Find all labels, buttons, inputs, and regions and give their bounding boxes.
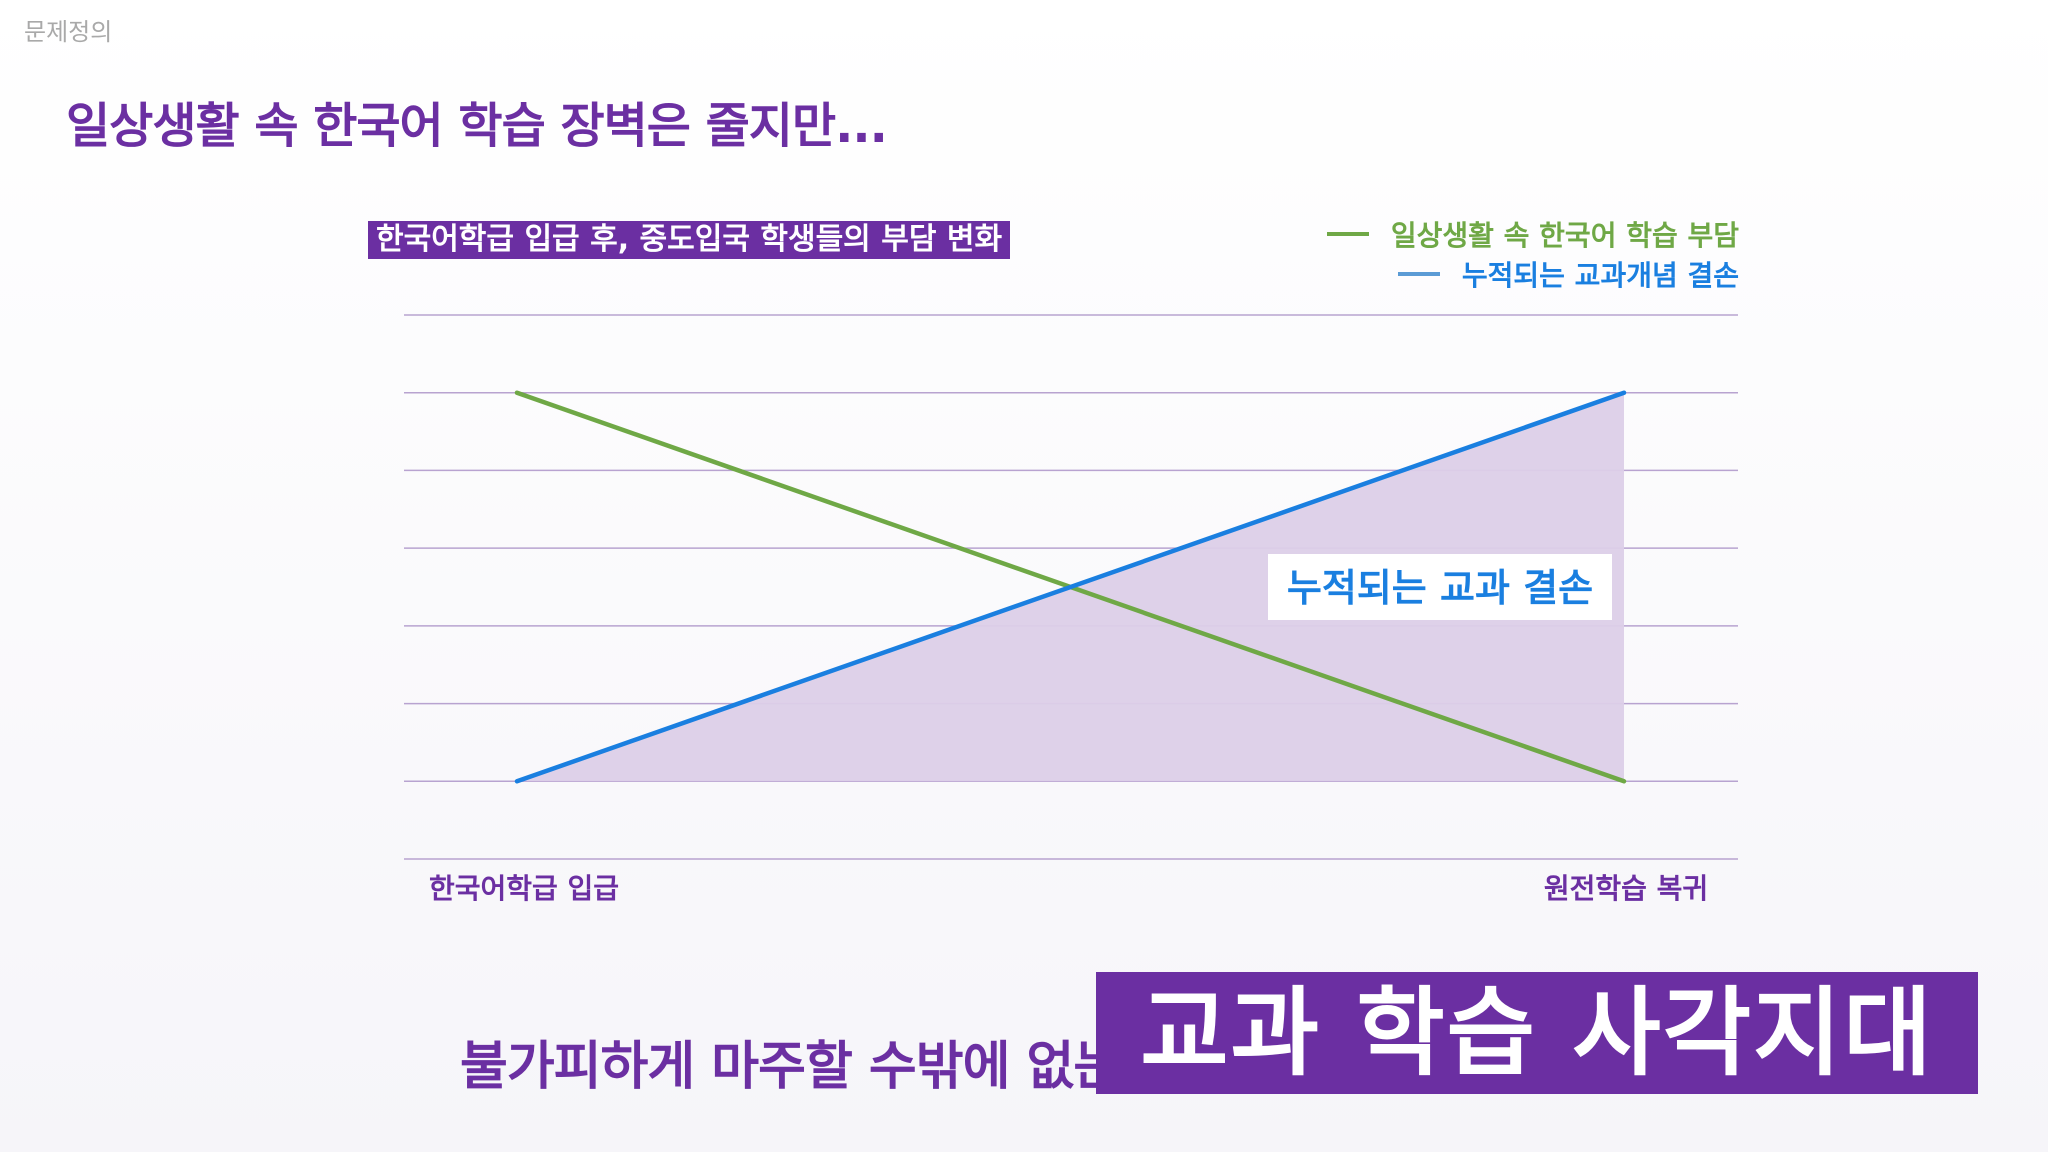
section-label: 문제정의 bbox=[24, 18, 113, 46]
legend-item-green: 일상생활 속 한국어 학습 부담 bbox=[1326, 214, 1739, 254]
legend-label-green: 일상생활 속 한국어 학습 부담 bbox=[1390, 219, 1739, 252]
annotation-label: 누적되는 교과 결손 bbox=[1287, 566, 1593, 610]
chart-legend: 일상생활 속 한국어 학습 부담 누적되는 교과개념 결손 bbox=[1326, 214, 1739, 294]
series-line-1 bbox=[514, 390, 1627, 784]
legend-swatch-blue bbox=[1397, 272, 1440, 276]
annotation-box bbox=[1268, 554, 1612, 620]
legend-item-blue: 누적되는 교과개념 결손 bbox=[1327, 254, 1739, 294]
x-tick-label: 한국어학급 입급 bbox=[429, 872, 619, 905]
chart-title: 한국어학급 입급 후, 중도입국 학생들의 부담 변화 bbox=[368, 221, 1011, 259]
highlight-box: 교과 학습 사각지대 bbox=[1096, 972, 1978, 1094]
legend-label-blue: 누적되는 교과개념 결손 bbox=[1461, 259, 1739, 292]
x-tick-label: 원전학습 복귀 bbox=[1544, 872, 1708, 905]
legend-swatch-green bbox=[1326, 232, 1369, 236]
page-headline: 일상생활 속 한국어 학습 장벽은 줄지만... bbox=[66, 98, 888, 154]
bottom-lead-text: 불가피하게 마주할 수밖에 없는 bbox=[460, 1037, 1121, 1097]
